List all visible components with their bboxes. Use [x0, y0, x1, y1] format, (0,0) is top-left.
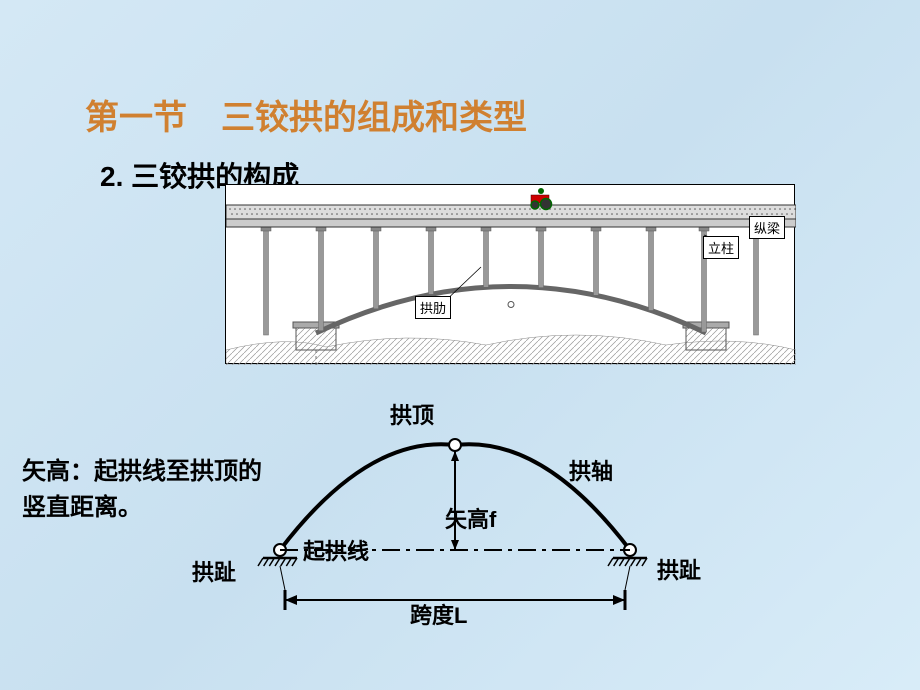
label-span: 跨度L — [410, 598, 467, 630]
label-crown: 拱顶 — [390, 398, 434, 430]
label-springing: 起拱线 — [303, 534, 369, 566]
arch-schematic — [205, 410, 765, 680]
page-title: 第一节 三铰拱的组成和类型 — [85, 90, 527, 139]
bridge-label-gonglei: 拱肋 — [415, 296, 451, 319]
label-axis: 拱轴 — [569, 454, 613, 486]
label-rise: 矢高f — [445, 502, 496, 534]
bridge-svg — [226, 185, 796, 365]
bridge-label-lizhu: 立柱 — [703, 236, 739, 259]
bridge-label-zongliang: 纵梁 — [749, 216, 785, 239]
subtitle-number: 2. — [100, 161, 123, 192]
label-toe-left: 拱趾 — [192, 555, 236, 587]
bridge-illustration — [225, 184, 795, 364]
label-toe-right: 拱趾 — [657, 553, 701, 585]
